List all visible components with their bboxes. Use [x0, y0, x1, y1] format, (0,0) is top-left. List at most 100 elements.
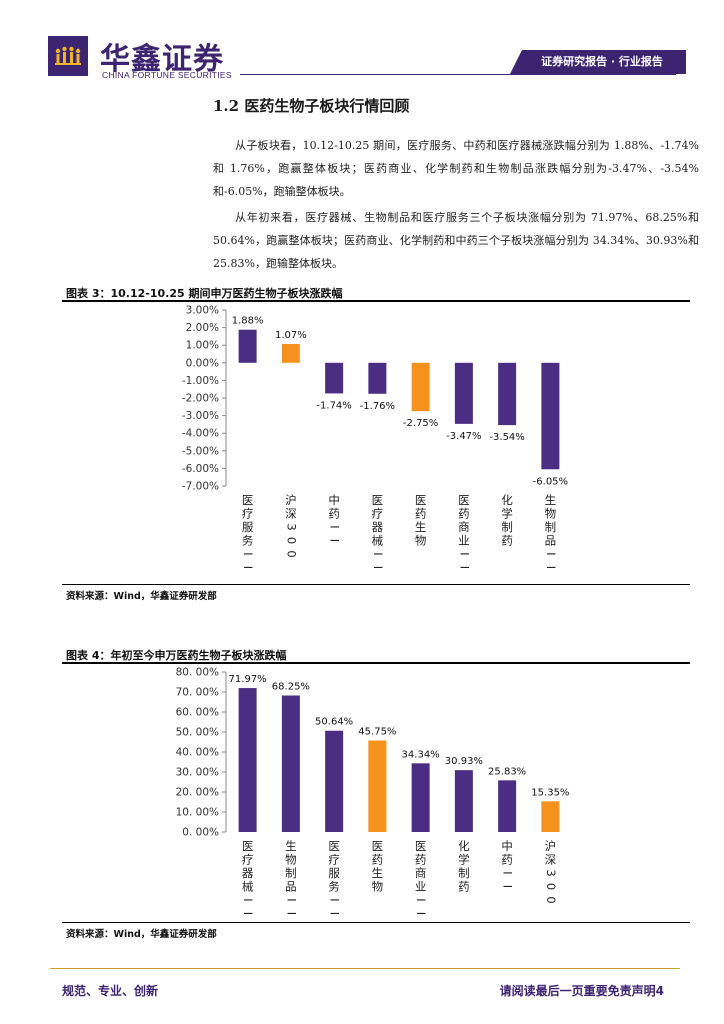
bar	[541, 801, 560, 832]
category-label: 医	[372, 839, 384, 853]
category-label: I	[328, 539, 342, 542]
chart-ytd-returns: 80. 00%70. 00%60. 00%50. 00%40. 00%30. 0…	[176, 667, 570, 916]
category-label: 业	[415, 880, 427, 894]
company-logo-mark	[48, 36, 88, 76]
category-label: 务	[242, 534, 254, 548]
category-label: 药	[458, 880, 470, 894]
data-label: -1.76%	[360, 401, 395, 412]
category-label: 商	[415, 866, 427, 880]
category-label: I	[544, 566, 558, 569]
category-label: I	[457, 566, 471, 569]
category-label: I	[241, 912, 255, 915]
y-tick-label: 3.00%	[186, 305, 219, 317]
category-label: 疗	[242, 853, 254, 867]
category-label: 3	[284, 523, 298, 530]
category-label: 药	[415, 853, 427, 867]
category-label: 制	[458, 866, 470, 880]
logo-chinese-name: 华鑫证券	[100, 42, 224, 77]
data-label: 25.83%	[488, 766, 526, 777]
category-label: 药	[372, 853, 384, 867]
category-label: 学	[501, 507, 513, 521]
category-label: 生	[415, 520, 427, 534]
category-label: 制	[545, 520, 557, 534]
category-label: 沪	[545, 839, 557, 853]
y-tick-label: -3.00%	[182, 410, 219, 422]
figure-4-source: 资料来源：Wind，华鑫证券研发部	[66, 929, 217, 940]
y-tick-label: 20. 00%	[176, 787, 219, 799]
category-label: 医	[415, 493, 427, 507]
category-label: I	[241, 552, 255, 555]
category-label: 医	[328, 839, 340, 853]
paragraph-period-review: 从子板块看，10.12-10.25 期间，医疗服务、中药和医疗器械涨跌幅分别为 …	[213, 139, 699, 198]
y-tick-label: -1.00%	[182, 375, 219, 387]
data-label: -3.47%	[446, 431, 481, 442]
category-label: 0	[544, 896, 558, 903]
y-tick-label: 0. 00%	[182, 827, 219, 839]
category-label: 物	[372, 880, 384, 894]
figure-4-bottom-rule	[62, 922, 690, 923]
category-label: 医	[372, 493, 384, 507]
data-label: -6.05%	[533, 476, 568, 487]
category-label: 生	[285, 839, 297, 853]
category-label: 生	[545, 493, 557, 507]
footer-divider	[50, 968, 680, 969]
y-tick-label: -6.00%	[182, 463, 219, 475]
category-label: 学	[458, 853, 470, 867]
category-label: 服	[242, 520, 254, 534]
category-label: 疗	[242, 507, 254, 521]
y-tick-label: 80. 00%	[176, 667, 219, 679]
category-label: 药	[501, 853, 513, 867]
section-title: 1.2 医药生物子板块行情回顾	[213, 97, 410, 115]
category-label: 深	[285, 507, 297, 521]
y-tick-label: 1.00%	[186, 340, 219, 352]
bar	[411, 362, 430, 412]
y-tick-label: 40. 00%	[176, 747, 219, 759]
y-tick-label: 60. 00%	[176, 707, 219, 719]
category-label: 务	[328, 880, 340, 894]
data-label: 68.25%	[272, 682, 310, 693]
paragraph-ytd-review: 从年初来看，医疗器械、生物制品和医疗服务三个子板块涨幅分别为 71.97%、68…	[213, 211, 699, 270]
category-label: 生	[372, 866, 384, 880]
y-tick-label: 70. 00%	[176, 687, 219, 699]
category-label: I	[544, 552, 558, 555]
category-label: 药	[501, 534, 513, 548]
data-label: 50.64%	[315, 717, 353, 728]
category-label: 医	[242, 839, 254, 853]
category-label: 械	[372, 534, 384, 548]
bar	[238, 688, 257, 832]
category-label: I	[371, 552, 385, 555]
y-tick-label: -4.00%	[182, 428, 219, 440]
bar	[368, 740, 387, 832]
category-label: I	[457, 552, 471, 555]
category-label: 疗	[328, 853, 340, 867]
y-tick-label: 0.00%	[186, 357, 219, 369]
category-label: 物	[285, 853, 297, 867]
category-label: 器	[372, 520, 384, 534]
category-label: 0	[284, 550, 298, 557]
category-label: 3	[544, 869, 558, 876]
category-label: 药	[328, 507, 340, 521]
category-label: I	[284, 912, 298, 915]
data-label: 30.93%	[445, 756, 483, 767]
y-tick-label: -7.00%	[182, 481, 219, 493]
figure-4-top-rule	[62, 662, 690, 664]
data-label: -2.75%	[403, 418, 438, 429]
category-label: 制	[501, 520, 513, 534]
data-label: 1.88%	[232, 316, 264, 327]
figure-3-title: 图表 3：10.12-10.25 期间申万医药生物子板块涨跌幅	[66, 287, 343, 300]
category-label: I	[414, 898, 428, 901]
category-label: I	[328, 898, 342, 901]
category-label: 医	[415, 839, 427, 853]
people-icon	[55, 46, 81, 65]
figure-3-source: 资料来源：Wind，华鑫证券研发部	[66, 591, 217, 602]
category-label: 化	[501, 493, 513, 507]
category-label: 医	[242, 493, 254, 507]
category-label: 械	[242, 880, 254, 894]
bar	[498, 780, 517, 832]
chart-period-returns: 3.00% 2.00% 1.00% 0.00% -1.00% -2.00% -3.00% -4…	[182, 305, 568, 570]
bar	[281, 695, 300, 832]
category-label: 中	[501, 839, 513, 853]
y-tick-label: 30. 00%	[176, 767, 219, 779]
category-label: I	[241, 566, 255, 569]
category-label: 深	[545, 853, 557, 867]
